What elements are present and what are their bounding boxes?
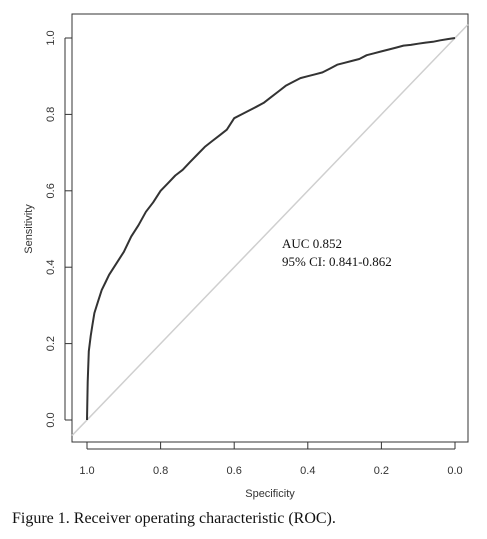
figure-caption: Figure 1. Receiver operating characteris…	[12, 510, 336, 527]
x-tick-label: 0.2	[374, 465, 389, 477]
y-tick-label: 0.4	[45, 260, 57, 275]
x-tick-label: 0.6	[227, 465, 242, 477]
reference-diagonal	[71, 23, 469, 437]
y-tick-label: 1.0	[45, 30, 57, 45]
y-tick-label: 0.2	[45, 336, 57, 351]
y-axis: 0.0 0.2 0.4 0.6 0.8 1.0	[45, 30, 72, 428]
reference-layer	[71, 23, 469, 437]
auc-annotation: AUC 0.852	[282, 236, 342, 251]
curve-layer	[86, 37, 456, 421]
x-axis-label: Specificity	[245, 488, 295, 500]
roc-chart: 1.0 0.8 0.6 0.4 0.2 0.0 0.0 0.2 0.4 0.6 0.8 1.0 Sp…	[23, 13, 469, 500]
x-tick-label: 1.0	[79, 465, 94, 477]
y-axis-label: Sensitivity	[23, 204, 35, 254]
ci-annotation: 95% CI: 0.841-0.862	[282, 254, 392, 269]
x-tick-label: 0.0	[447, 465, 462, 477]
y-tick-label: 0.0	[45, 412, 57, 427]
x-tick-label: 0.4	[300, 465, 315, 477]
x-axis: 1.0 0.8 0.6 0.4 0.2 0.0	[79, 442, 463, 477]
roc-curve-line	[86, 37, 456, 421]
x-tick-label: 0.8	[153, 465, 168, 477]
y-tick-label: 0.8	[45, 107, 57, 122]
y-tick-label: 0.6	[45, 183, 57, 198]
plot-frame	[71, 13, 469, 443]
